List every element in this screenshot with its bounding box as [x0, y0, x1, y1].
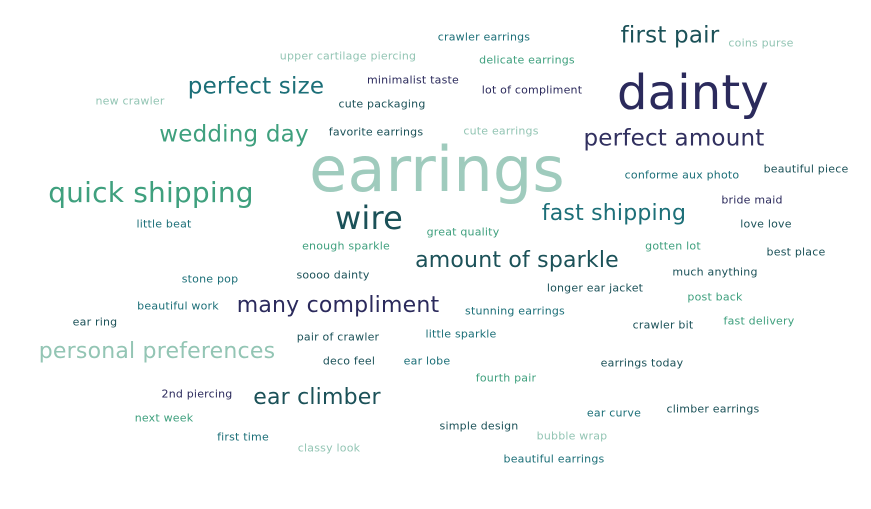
word-gotten-lot: gotten lot — [645, 239, 701, 253]
word-crawler-bit: crawler bit — [632, 318, 694, 332]
word-stone-pop: stone pop — [181, 272, 239, 286]
word-lot-of-compliment: lot of compliment — [481, 83, 583, 97]
word-conforme-aux-photo: conforme aux photo — [624, 168, 740, 182]
word-little-beat: little beat — [136, 217, 192, 231]
word-first-time: first time — [217, 430, 269, 444]
word-cute-earrings: cute earrings — [463, 124, 539, 138]
word-much-anything: much anything — [672, 265, 758, 279]
word-climber-earrings: climber earrings — [666, 402, 760, 416]
word-classy-look: classy look — [297, 441, 361, 455]
word-beautiful-earrings: beautiful earrings — [503, 452, 605, 466]
word-beautiful-piece: beautiful piece — [763, 162, 849, 176]
word-longer-ear-jacket: longer ear jacket — [546, 281, 644, 295]
word-perfect-size: perfect size — [187, 73, 325, 100]
word-soooo-dainty: soooo dainty — [296, 268, 370, 282]
word-bride-maid: bride maid — [721, 193, 783, 207]
word-deco-feel: deco feel — [322, 354, 376, 368]
word-new-crawler: new crawler — [95, 94, 165, 108]
word-bubble-wrap: bubble wrap — [536, 429, 608, 443]
word-wire: wire — [334, 199, 404, 237]
word-beautiful-work: beautiful work — [137, 299, 219, 313]
word-fast-delivery: fast delivery — [723, 314, 795, 328]
word-ear-curve: ear curve — [586, 406, 642, 420]
word-upper-cartilage-piercing: upper cartilage piercing — [279, 49, 417, 63]
word-perfect-amount: perfect amount — [583, 125, 765, 152]
word-next-week: next week — [134, 411, 194, 425]
word-delicate-earrings: delicate earrings — [479, 53, 575, 67]
word-pair-of-crawler: pair of crawler — [296, 330, 380, 344]
word-amount-of-sparkle: amount of sparkle — [415, 248, 619, 273]
word-love-love: love love — [740, 217, 792, 231]
word-minimalist-taste: minimalist taste — [367, 73, 459, 87]
word-best-place: best place — [766, 245, 826, 259]
word-quick-shipping: quick shipping — [48, 176, 254, 209]
word-ear-ring: ear ring — [72, 315, 118, 329]
word-earrings-today: earrings today — [600, 356, 684, 370]
word-enough-sparkle: enough sparkle — [302, 239, 390, 253]
word-crawler-earrings: crawler earrings — [437, 30, 531, 44]
word-fourth-pair: fourth pair — [475, 371, 537, 385]
word-post-back: post back — [687, 290, 743, 304]
word-wedding-day: wedding day — [159, 121, 309, 148]
word-earrings: earrings — [309, 133, 565, 206]
word-cute-packaging: cute packaging — [338, 97, 426, 111]
word-ear-climber: ear climber — [253, 385, 381, 410]
word-many-compliment: many compliment — [236, 293, 440, 318]
word-simple-design: simple design — [439, 419, 519, 433]
word-favorite-earrings: favorite earrings — [328, 125, 424, 139]
word-ear-lobe: ear lobe — [403, 354, 451, 368]
word-2nd-piercing: 2nd piercing — [161, 387, 233, 401]
word-personal-preferences: personal preferences — [38, 339, 276, 364]
word-great-quality: great quality — [426, 225, 500, 239]
word-first-pair: first pair — [620, 22, 720, 49]
word-little-sparkle: little sparkle — [425, 327, 497, 341]
word-coins-purse: coins purse — [728, 36, 794, 50]
word-stunning-earrings: stunning earrings — [465, 304, 565, 318]
word-dainty: dainty — [616, 65, 770, 121]
word-fast-shipping: fast shipping — [541, 201, 687, 226]
